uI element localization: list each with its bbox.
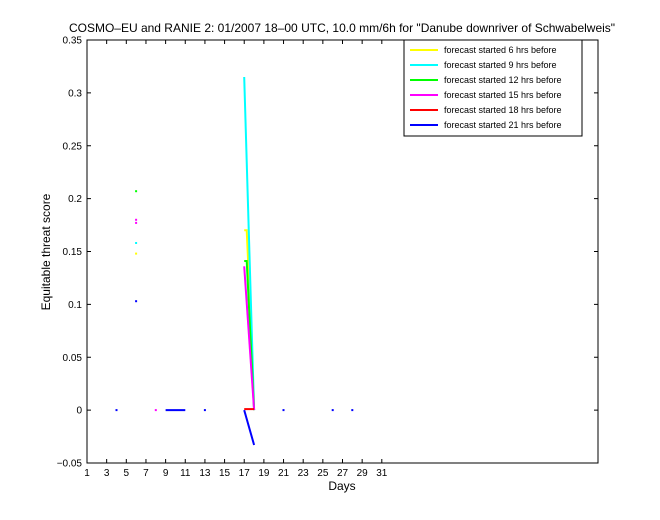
legend-label: forecast started 18 hrs before: [444, 105, 562, 115]
x-tick-label: 9: [163, 468, 169, 479]
series-6: [115, 300, 354, 446]
series-6-point-1: [115, 409, 118, 412]
x-tick-label: 11: [180, 468, 191, 479]
x-axis-title: Days: [328, 479, 355, 493]
x-tick-label: 1: [84, 468, 90, 479]
y-tick-label: −0.05: [57, 459, 83, 470]
x-tick-label: 5: [124, 468, 130, 479]
x-tick-label: 7: [143, 468, 149, 479]
legend-label: forecast started 21 hrs before: [444, 120, 562, 130]
legend-item: forecast started 12 hrs before: [410, 75, 562, 85]
series-4-point-3: [154, 409, 157, 412]
series-6-point-6: [351, 409, 354, 412]
legend-item: forecast started 15 hrs before: [410, 90, 562, 100]
x-tick-label: 27: [337, 468, 349, 479]
series-4-line-1: [243, 266, 256, 411]
x-tick-label: 19: [258, 468, 270, 479]
series-6-line-2: [243, 409, 256, 446]
legend-label: forecast started 6 hrs before: [444, 45, 557, 55]
series-4-point-2: [135, 218, 138, 221]
x-tick-label: 29: [357, 468, 369, 479]
x-tick-label: 31: [376, 468, 388, 479]
y-tick-label: 0: [76, 406, 82, 417]
plot-area: [115, 76, 354, 446]
series-6-point-4: [282, 409, 285, 412]
series-6-point-2: [135, 300, 138, 303]
x-tick-label: 23: [298, 468, 310, 479]
legend-label: forecast started 12 hrs before: [444, 75, 562, 85]
x-tick-label: 13: [199, 468, 211, 479]
series-2: [135, 76, 256, 411]
series-1: [135, 229, 256, 411]
y-tick-label: 0.05: [63, 353, 83, 364]
series-6-point-5: [331, 409, 334, 412]
series-3: [135, 190, 256, 411]
chart-title: COSMO–EU and RANIE 2: 01/2007 18–00 UTC,…: [69, 21, 615, 35]
x-tick-label: 15: [219, 468, 231, 479]
series-4-point-1: [135, 221, 138, 224]
series-3-point-1: [135, 190, 138, 193]
legend-item: forecast started 9 hrs before: [410, 60, 557, 70]
x-tick-label: 21: [278, 468, 290, 479]
legend-item: forecast started 21 hrs before: [410, 120, 562, 130]
y-tick-label: 0.35: [63, 36, 83, 47]
y-axis-title: Equitable threat score: [39, 193, 53, 310]
series-6-point-3: [203, 409, 206, 412]
legend-item: forecast started 18 hrs before: [410, 105, 562, 115]
y-tick-label: 0.15: [63, 247, 83, 258]
legend-item: forecast started 6 hrs before: [410, 45, 557, 55]
series-1-point-1: [135, 252, 138, 255]
series-2-line-1: [243, 76, 256, 411]
y-tick-label: 0.25: [63, 141, 83, 152]
x-tick-label: 3: [104, 468, 110, 479]
x-tick-label: 25: [317, 468, 329, 479]
y-tick-label: 0.3: [68, 88, 82, 99]
y-tick-label: 0.1: [68, 300, 82, 311]
legend-label: forecast started 9 hrs before: [444, 60, 557, 70]
series-4: [135, 218, 256, 412]
legend: forecast started 6 hrs before forecast st…: [403, 39, 583, 137]
legend-box: [403, 39, 583, 137]
series-2-point-1: [135, 242, 138, 244]
y-tick-label: 0.2: [68, 194, 82, 205]
legend-label: forecast started 15 hrs before: [444, 90, 562, 100]
x-tick-label: 17: [239, 468, 251, 479]
axes: 1 3 5 7 9 11 13 15 17 19 21 23 25 27 29 31−0.0500.050.1…: [57, 36, 599, 479]
